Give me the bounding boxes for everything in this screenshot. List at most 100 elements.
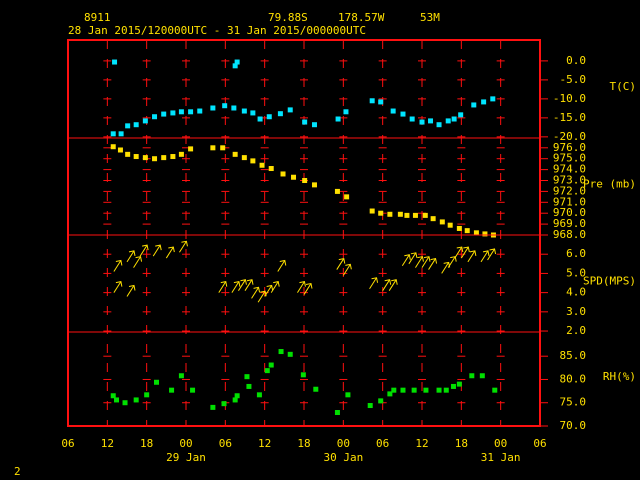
arrow-head — [220, 281, 228, 287]
data-point — [246, 383, 252, 389]
arrow-shaft — [388, 279, 397, 291]
data-point — [268, 362, 274, 368]
y-tick-label: 974.0 — [553, 163, 586, 176]
data-point — [423, 387, 429, 393]
arrow-head — [345, 263, 352, 270]
y-tick-label: 972.0 — [553, 184, 586, 197]
data-point — [133, 397, 139, 403]
wind-arrow — [251, 286, 261, 299]
data-point — [170, 110, 176, 116]
data-point — [125, 123, 131, 129]
data-point — [234, 59, 240, 65]
arrow-head — [482, 250, 490, 256]
data-point — [244, 374, 250, 380]
data-point — [197, 108, 203, 114]
data-point — [367, 403, 373, 409]
arrow-head — [266, 284, 274, 291]
wind-arrow — [388, 279, 398, 291]
data-point — [344, 194, 350, 200]
data-point — [118, 131, 124, 137]
data-point — [481, 99, 487, 105]
arrow-shaft — [454, 246, 463, 259]
data-point — [112, 59, 118, 65]
arrow-shaft — [342, 264, 351, 276]
data-point — [154, 379, 159, 385]
date-label: 31 Jan — [481, 451, 521, 464]
wind-arrow — [218, 281, 228, 293]
arrow-shaft — [139, 244, 148, 257]
arrow-shaft — [218, 281, 227, 293]
data-point — [369, 98, 375, 104]
arrow-head — [168, 246, 175, 253]
data-point — [169, 387, 175, 393]
wind-arrow — [480, 250, 490, 263]
data-point — [311, 122, 317, 128]
y-tick-label: -15.0 — [553, 111, 586, 124]
y-tick-label: 973.0 — [553, 174, 586, 187]
y-tick-label: 6.0 — [566, 247, 586, 260]
frame — [67, 39, 541, 427]
wind-arrow — [297, 281, 306, 293]
y-tick-label: 3.0 — [566, 305, 586, 318]
arrow-shaft — [487, 248, 495, 261]
y-tick-label: 85.0 — [560, 349, 587, 362]
data-point — [291, 174, 297, 180]
data-point — [188, 109, 194, 115]
data-point — [378, 99, 384, 105]
elevation: 53M — [420, 11, 440, 24]
data-point — [369, 208, 375, 214]
data-point — [178, 109, 184, 115]
arrow-head — [246, 279, 254, 285]
data-point — [471, 102, 477, 108]
arrow-shaft — [264, 285, 273, 297]
wind-arrow — [139, 244, 149, 257]
data-point — [110, 131, 116, 137]
x-tick-label: 18 — [140, 437, 153, 450]
wind-arrow — [421, 256, 431, 268]
y-axis-label: SPD(MPS) — [583, 275, 636, 288]
wind-arrow — [369, 277, 379, 290]
wind-arrow — [303, 282, 313, 295]
wind-arrow — [382, 279, 392, 291]
arrow-shaft — [408, 252, 417, 265]
arrow-head — [338, 257, 346, 264]
data-point — [144, 392, 150, 398]
x-tick-label: 00 — [179, 437, 192, 450]
data-point — [278, 349, 284, 355]
data-point — [456, 381, 462, 387]
arrow-head — [456, 246, 464, 253]
data-point — [210, 404, 216, 410]
wind-arrow — [179, 240, 188, 253]
y-axis-label: T(C) — [610, 80, 637, 93]
data-point — [152, 114, 158, 120]
data-point — [387, 211, 393, 217]
wind-arrow — [165, 246, 175, 259]
data-point — [280, 171, 286, 177]
data-point — [345, 392, 351, 398]
arrow-head — [430, 257, 438, 264]
arrow-head — [404, 254, 411, 260]
arrow-head — [371, 277, 379, 283]
arrow-head — [279, 259, 287, 266]
data-point — [404, 212, 410, 218]
data-point — [397, 211, 403, 217]
arrow-shaft — [421, 256, 430, 268]
data-point — [439, 219, 445, 225]
data-point — [142, 155, 148, 161]
arrow-shaft — [257, 290, 266, 303]
data-point — [464, 228, 470, 234]
data-point — [133, 154, 139, 160]
data-point — [277, 111, 283, 117]
arrow-shaft — [152, 244, 161, 257]
y-tick-label: 971.0 — [553, 195, 586, 208]
arrow-head — [410, 252, 418, 258]
data-point — [390, 108, 396, 114]
data-point — [447, 222, 453, 228]
arrow-shaft — [126, 250, 135, 263]
arrow-head — [469, 250, 477, 256]
x-tick-label: 00 — [337, 437, 350, 450]
arrow-head — [273, 281, 280, 287]
data-point — [428, 118, 434, 124]
data-point — [456, 225, 462, 231]
